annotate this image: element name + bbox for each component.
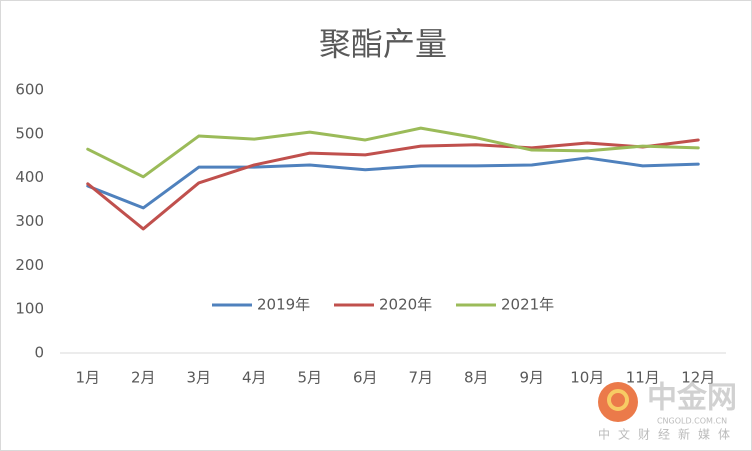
watermark-site: CNGOLD.COM.CN	[657, 417, 727, 426]
watermark-logo-mark	[607, 389, 629, 411]
x-tick-label: 11月	[626, 369, 660, 387]
x-tick-label: 3月	[186, 369, 211, 387]
legend-label: 2019年	[257, 296, 310, 314]
x-tick-label: 4月	[242, 369, 267, 387]
watermark-logo	[598, 382, 638, 422]
series-line	[86, 156, 700, 210]
y-tick-label: 600	[15, 81, 44, 99]
legend-label: 2020年	[379, 296, 432, 314]
y-tick-label: 300	[15, 212, 44, 230]
y-tick-label: 0	[34, 344, 44, 362]
x-tick-label: 1月	[75, 369, 100, 387]
legend-label: 2021年	[501, 296, 554, 314]
x-tick-label: 5月	[297, 369, 322, 387]
series-line	[86, 126, 700, 179]
y-tick-label: 200	[15, 256, 44, 274]
watermark-name: 中金网	[647, 381, 737, 416]
x-tick-label: 10月	[570, 369, 604, 387]
y-tick-label: 100	[15, 300, 44, 318]
x-tick-label: 6月	[353, 369, 378, 387]
watermark: 中金网 CNGOLD.COM.CN 中文财经新媒体	[598, 381, 738, 442]
x-tick-label: 2月	[131, 369, 156, 387]
x-tick-label: 8月	[464, 369, 489, 387]
chart-title: 聚酯产量	[319, 25, 447, 63]
x-tick-label: 12月	[681, 369, 715, 387]
x-tick-label: 7月	[408, 369, 433, 387]
watermark-slogan: 中文财经新媒体	[598, 427, 738, 442]
series-line	[86, 138, 700, 231]
x-tick-label: 9月	[519, 369, 544, 387]
y-tick-label: 400	[15, 168, 44, 186]
y-tick-label: 500	[15, 124, 44, 142]
